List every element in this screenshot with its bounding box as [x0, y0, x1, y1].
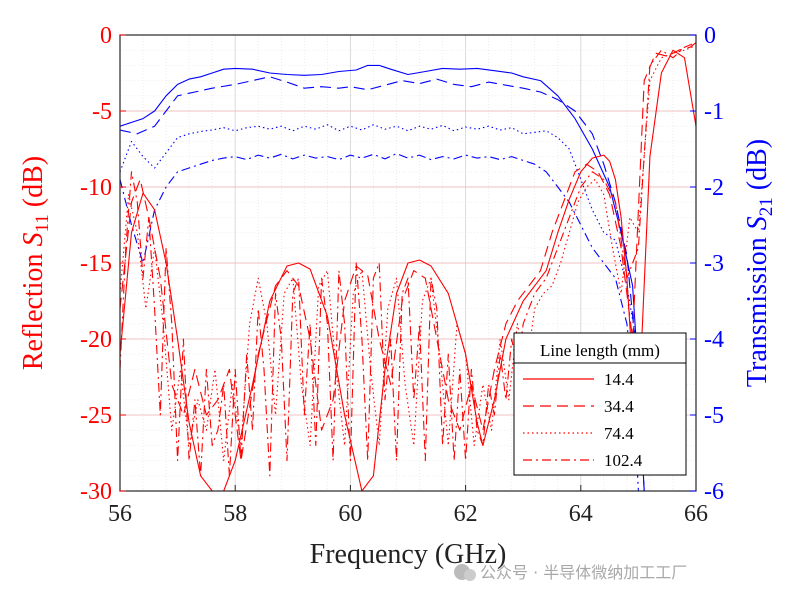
legend-box: [513, 332, 687, 476]
right-y-tick-label: -4: [704, 327, 724, 353]
s11-line-74.4: [120, 45, 696, 462]
right-y-tick-label: -5: [704, 403, 724, 429]
right-y-tick-label: -6: [704, 479, 724, 505]
s21-line-14.4: [120, 64, 645, 491]
x-axis-label: Frequency (GHz): [310, 539, 507, 570]
right-y-tick-label: 0: [704, 23, 716, 49]
right-axis-label: Transmission S21 (dB): [742, 139, 777, 387]
x-tick-label: 56: [108, 501, 132, 527]
x-tick-label: 64: [569, 501, 593, 527]
legend-entry-102.4: 102.4: [604, 451, 643, 470]
left-y-tick-label: -25: [80, 403, 112, 429]
right-y-tick-label: -2: [704, 175, 724, 201]
s21-line-74.4: [120, 124, 639, 355]
s21-line-34.4: [120, 76, 645, 491]
left-y-tick-label: -30: [80, 479, 112, 505]
legend-entry-14.4: 14.4: [604, 370, 634, 389]
axis-ticks: 56 58 60 62 64 66 0 -5 -10 -15 -20 -25 -30 0 -1 -2 -3 -4 -…: [80, 23, 724, 527]
legend: Line length (mm) 14.4 34.4 74.4 102.4: [513, 332, 687, 476]
left-axis-label: Reflection S11 (dB): [18, 156, 53, 370]
s21-line-102.4: [120, 153, 639, 491]
x-tick-label: 62: [454, 501, 478, 527]
left-y-tick-label: -5: [92, 99, 112, 125]
s11-line-102.4: [120, 42, 696, 477]
watermark: 公众号 · 半导体微纳加工工厂: [454, 563, 687, 582]
right-y-tick-label: -1: [704, 99, 724, 125]
left-y-tick-label: -10: [80, 175, 112, 201]
x-tick-label: 60: [338, 501, 362, 527]
left-y-tick-label: 0: [100, 23, 112, 49]
s11-series-group: [120, 42, 696, 491]
s11-line-34.4: [120, 42, 696, 462]
s11-line-14.4: [120, 49, 696, 491]
right-y-tick-label: -3: [704, 251, 724, 277]
x-tick-label: 66: [684, 501, 708, 527]
left-y-tick-label: -15: [80, 251, 112, 277]
s21-series-group: [120, 64, 645, 491]
x-tick-label: 58: [223, 501, 247, 527]
legend-entry-74.4: 74.4: [604, 424, 634, 443]
left-y-tick-label: -20: [80, 327, 112, 353]
legend-entry-34.4: 34.4: [604, 397, 634, 416]
svg-text:公众号 · 半导体微纳加工工厂: 公众号 · 半导体微纳加工工厂: [480, 563, 687, 582]
legend-title: Line length (mm): [540, 341, 660, 360]
